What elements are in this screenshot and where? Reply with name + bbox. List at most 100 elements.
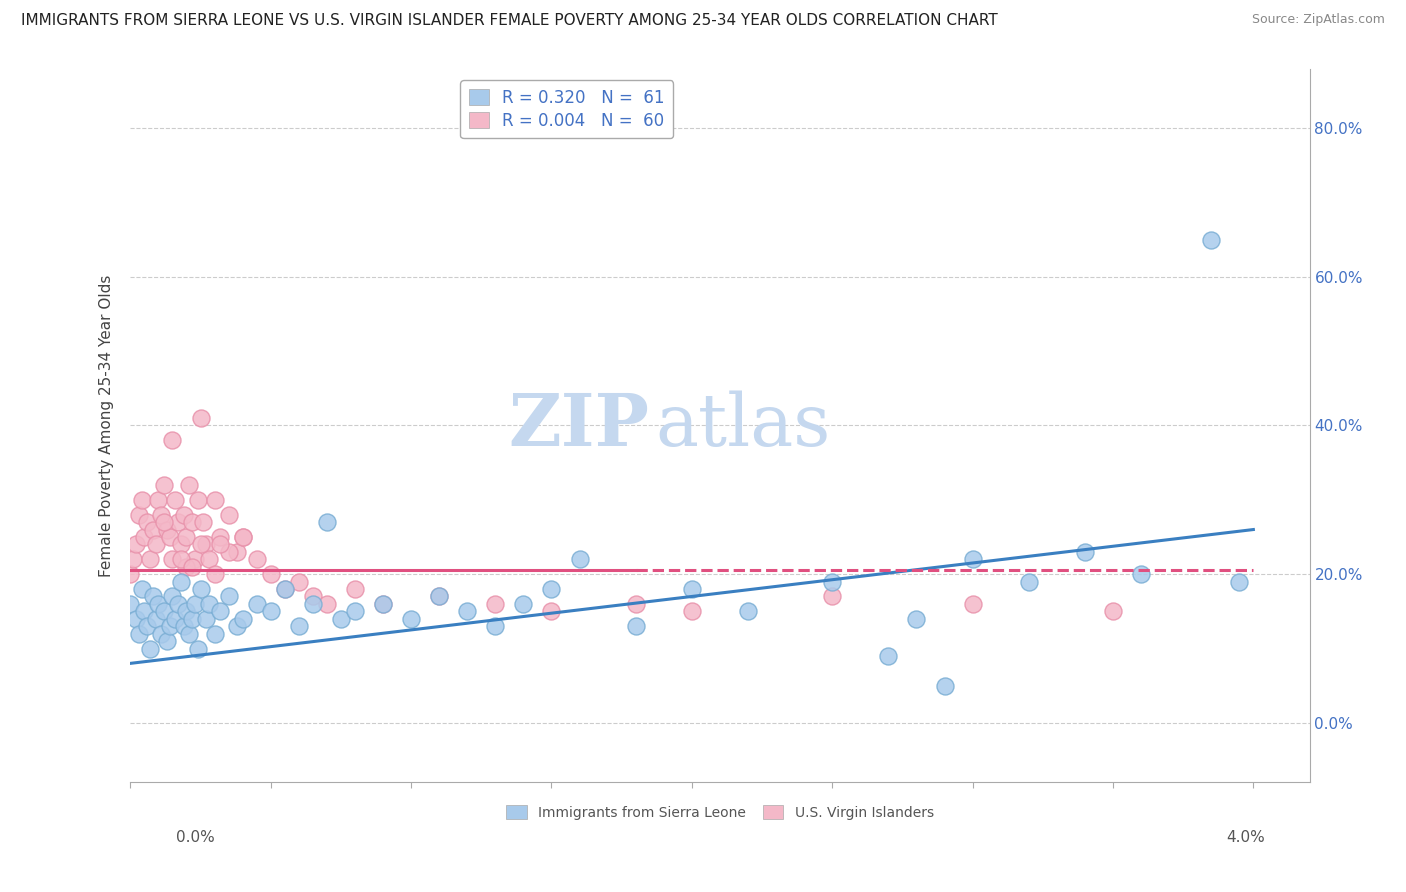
Point <box>456 604 478 618</box>
Point <box>232 530 254 544</box>
Point <box>274 582 297 596</box>
Point <box>170 574 193 589</box>
Point <box>1018 574 1040 589</box>
Point <box>128 626 150 640</box>
Point <box>134 604 156 618</box>
Point <box>877 648 900 663</box>
Point <box>165 612 187 626</box>
Point <box>204 492 226 507</box>
Point <box>962 597 984 611</box>
Point <box>162 552 184 566</box>
Point <box>165 492 187 507</box>
Point <box>226 619 249 633</box>
Point <box>184 597 207 611</box>
Point <box>343 582 366 596</box>
Point <box>1074 545 1097 559</box>
Point <box>624 619 647 633</box>
Point <box>176 559 198 574</box>
Point <box>195 537 218 551</box>
Legend: Immigrants from Sierra Leone, U.S. Virgin Islanders: Immigrants from Sierra Leone, U.S. Virgi… <box>501 800 939 825</box>
Point <box>246 597 269 611</box>
Point <box>371 597 394 611</box>
Point <box>315 515 337 529</box>
Point <box>190 582 212 596</box>
Point <box>167 597 190 611</box>
Point <box>232 530 254 544</box>
Point <box>1102 604 1125 618</box>
Point <box>190 411 212 425</box>
Point <box>540 582 562 596</box>
Point <box>162 434 184 448</box>
Point <box>179 626 201 640</box>
Point <box>193 515 215 529</box>
Point <box>179 478 201 492</box>
Point <box>209 530 232 544</box>
Point <box>681 604 703 618</box>
Point <box>156 634 179 648</box>
Point <box>181 612 204 626</box>
Point <box>139 641 162 656</box>
Point <box>962 552 984 566</box>
Point <box>195 612 218 626</box>
Point <box>226 545 249 559</box>
Point <box>162 590 184 604</box>
Point <box>131 492 153 507</box>
Point <box>301 597 323 611</box>
Point <box>681 582 703 596</box>
Point <box>159 619 181 633</box>
Point <box>821 574 844 589</box>
Point <box>512 597 534 611</box>
Point <box>399 612 422 626</box>
Point <box>120 567 142 582</box>
Point <box>427 590 450 604</box>
Point <box>624 597 647 611</box>
Point <box>142 523 165 537</box>
Point <box>343 604 366 618</box>
Text: IMMIGRANTS FROM SIERRA LEONE VS U.S. VIRGIN ISLANDER FEMALE POVERTY AMONG 25-34 : IMMIGRANTS FROM SIERRA LEONE VS U.S. VIR… <box>21 13 998 29</box>
Text: ZIP: ZIP <box>509 390 650 461</box>
Point <box>128 508 150 522</box>
Point <box>209 604 232 618</box>
Point <box>145 612 167 626</box>
Point <box>181 515 204 529</box>
Point <box>209 537 232 551</box>
Point <box>176 604 198 618</box>
Point <box>1227 574 1250 589</box>
Point <box>371 597 394 611</box>
Point <box>156 523 179 537</box>
Point <box>125 537 148 551</box>
Point <box>184 552 207 566</box>
Point <box>176 530 198 544</box>
Point <box>153 478 176 492</box>
Point <box>153 515 176 529</box>
Point <box>170 537 193 551</box>
Point <box>329 612 352 626</box>
Point <box>150 508 173 522</box>
Point <box>125 612 148 626</box>
Point <box>139 552 162 566</box>
Point <box>204 626 226 640</box>
Y-axis label: Female Poverty Among 25-34 Year Olds: Female Poverty Among 25-34 Year Olds <box>100 274 114 576</box>
Point <box>190 537 212 551</box>
Point <box>232 612 254 626</box>
Point <box>1199 233 1222 247</box>
Point <box>1130 567 1153 582</box>
Point <box>142 590 165 604</box>
Point <box>173 508 195 522</box>
Point <box>274 582 297 596</box>
Point <box>218 590 240 604</box>
Point <box>181 559 204 574</box>
Point <box>173 619 195 633</box>
Point <box>145 537 167 551</box>
Point <box>218 508 240 522</box>
Text: atlas: atlas <box>655 390 831 460</box>
Point <box>120 597 142 611</box>
Point <box>737 604 759 618</box>
Point <box>187 492 209 507</box>
Point <box>134 530 156 544</box>
Text: Source: ZipAtlas.com: Source: ZipAtlas.com <box>1251 13 1385 27</box>
Point <box>148 597 170 611</box>
Point <box>260 567 283 582</box>
Point <box>821 590 844 604</box>
Point <box>301 590 323 604</box>
